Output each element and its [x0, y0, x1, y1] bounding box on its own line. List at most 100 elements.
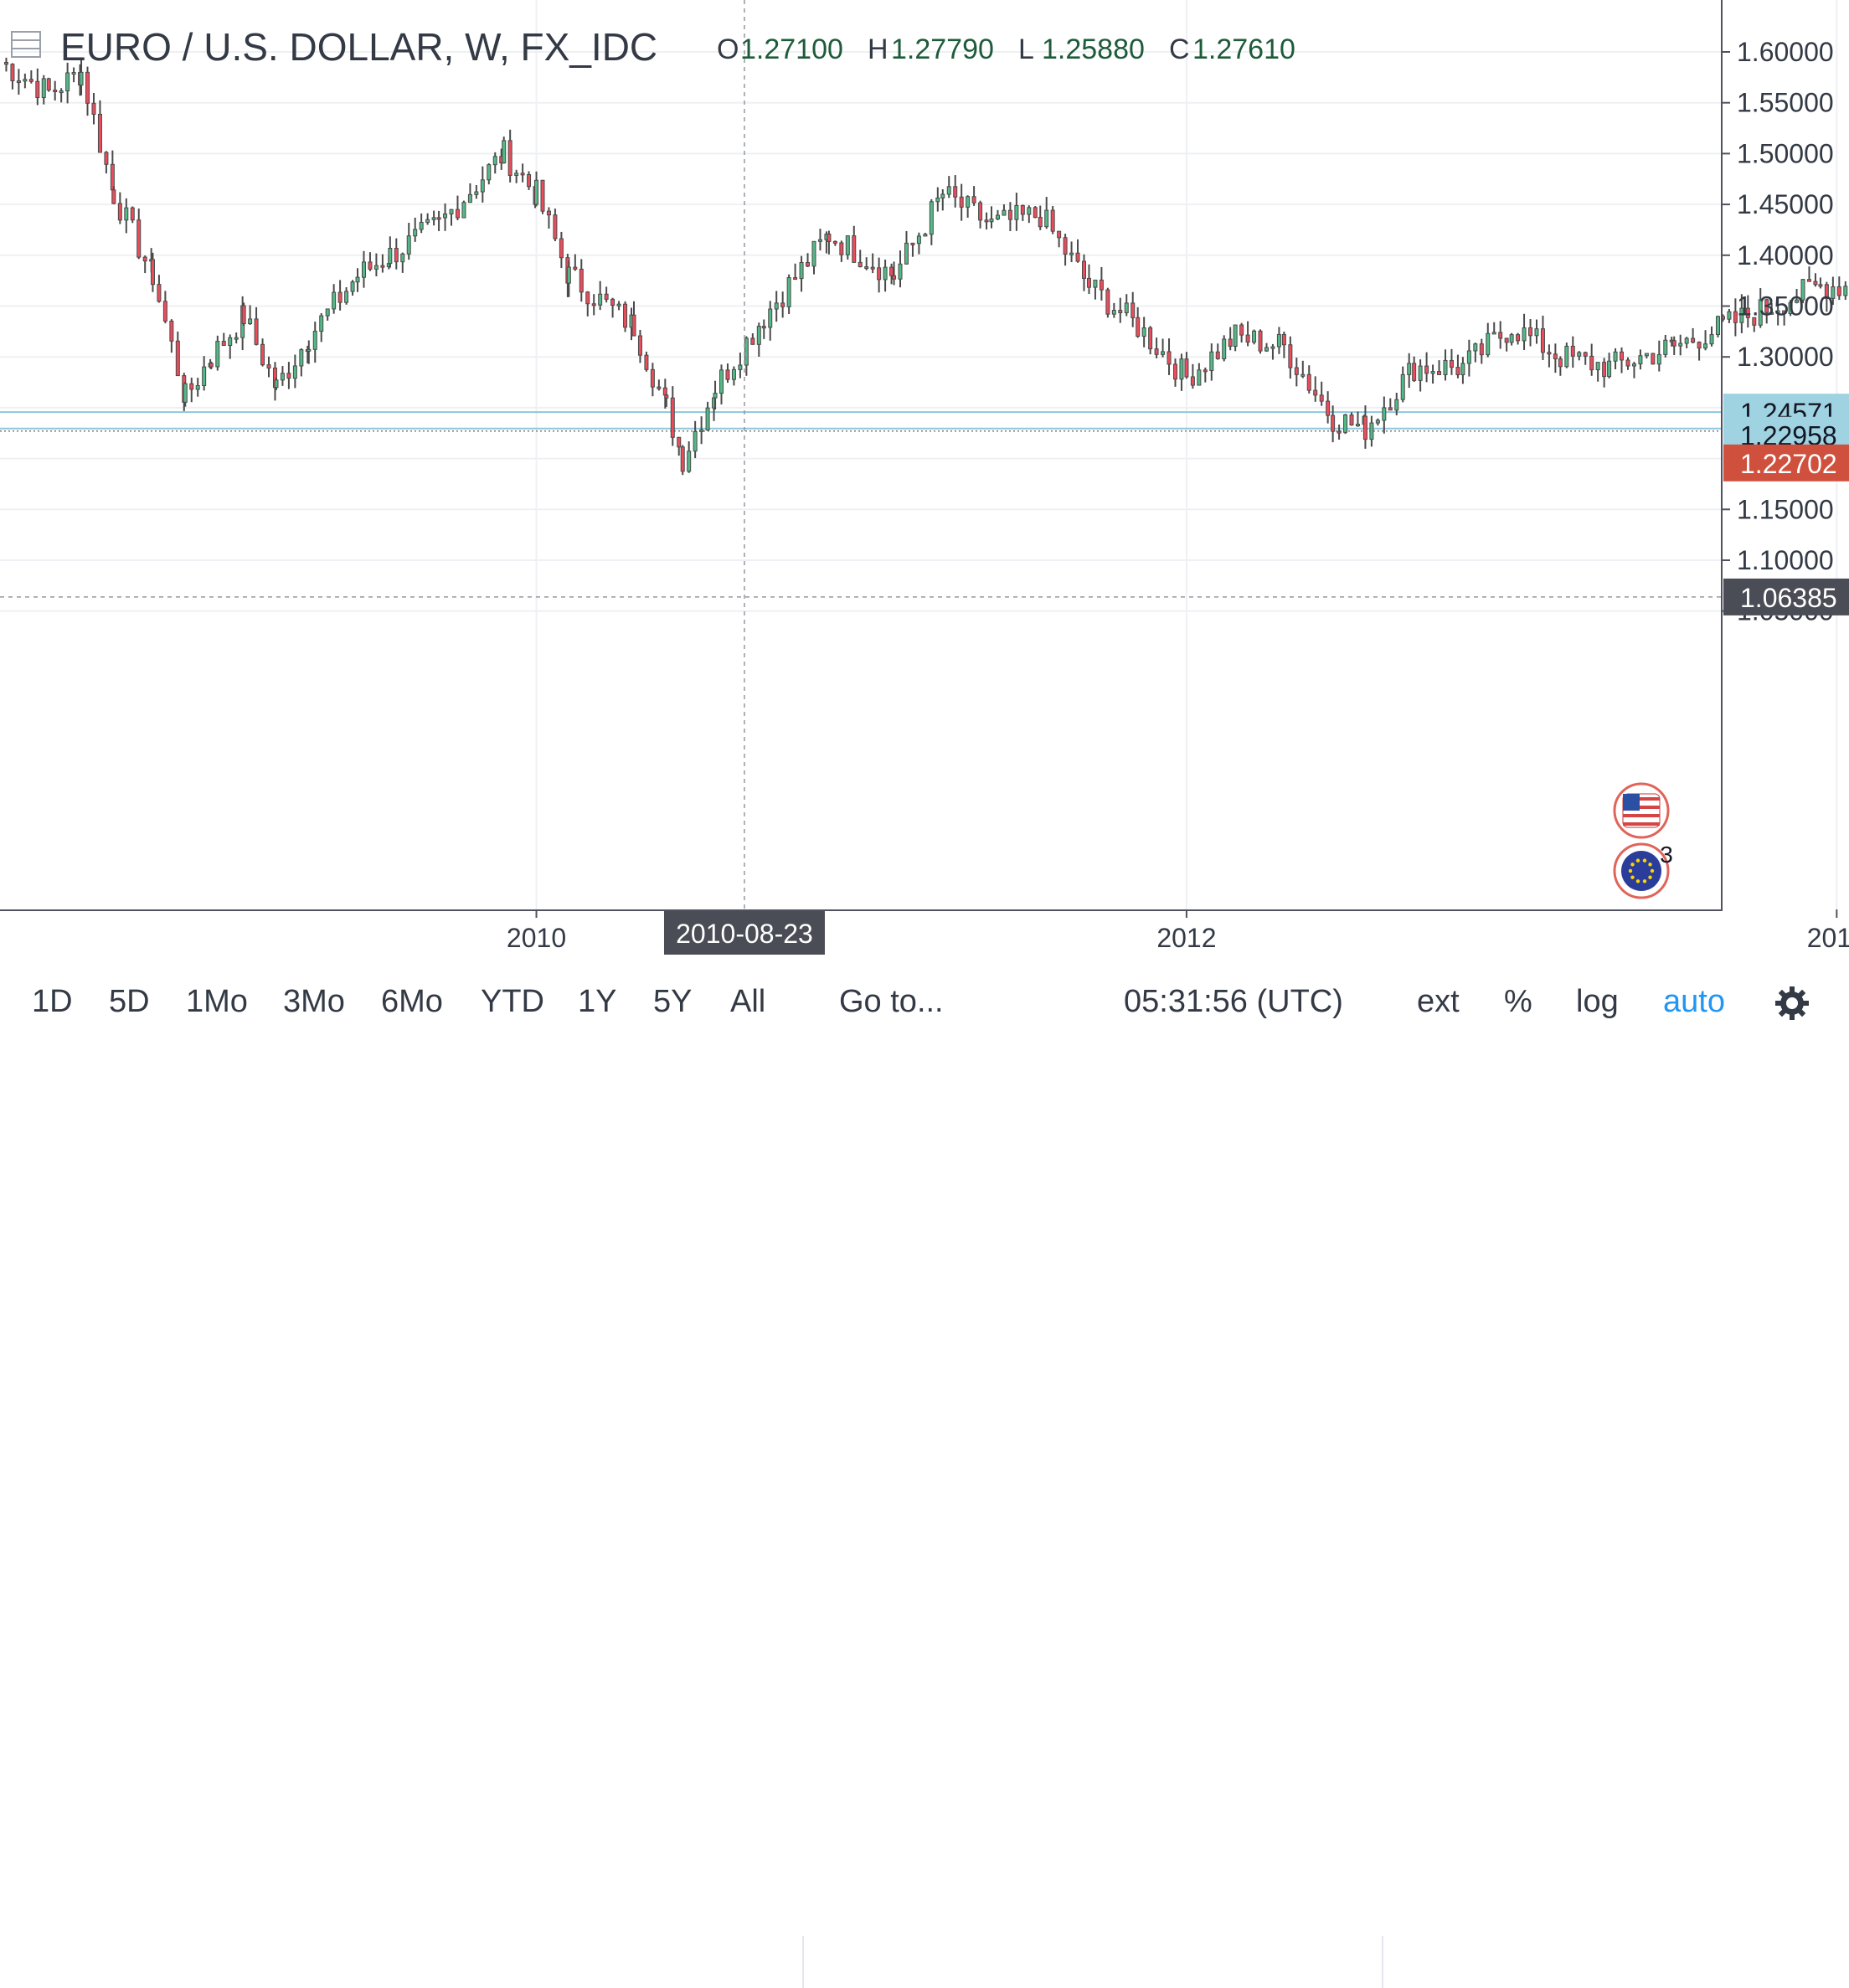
- candle: [1069, 241, 1074, 263]
- auto-scale-toggle[interactable]: auto: [1663, 984, 1725, 1019]
- price-tick-label: 1.45000: [1737, 189, 1834, 219]
- candle-body: [1715, 316, 1720, 336]
- candle-body: [1093, 279, 1098, 288]
- candle-body: [1063, 237, 1068, 255]
- candle-body: [280, 373, 285, 381]
- candle-body: [585, 291, 590, 305]
- candle-body: [1233, 324, 1238, 348]
- candle: [406, 223, 411, 260]
- range-button-1y[interactable]: 1Y: [578, 984, 617, 1019]
- candle-body: [248, 318, 253, 325]
- candle: [1027, 205, 1032, 224]
- price-tick-label: 1.40000: [1737, 240, 1834, 270]
- us-flag-stripe: [1623, 814, 1660, 817]
- candle-body: [1057, 230, 1062, 239]
- price-marker-label: 1.22702: [1740, 449, 1837, 479]
- candle-body: [254, 318, 259, 345]
- price-axis[interactable]: 1.60000 1.55000 1.50000 1.45000 1.40000 1.350…: [1722, 37, 1849, 626]
- candle-body: [234, 337, 239, 340]
- candle-body: [1281, 333, 1286, 346]
- candle-body: [514, 173, 519, 176]
- eu-flag-icon[interactable]: 3: [1613, 842, 1673, 899]
- horizontal-lines: [0, 411, 1722, 432]
- candle-body: [1099, 279, 1104, 291]
- candle: [845, 235, 850, 260]
- candle: [1418, 359, 1423, 392]
- candle: [527, 171, 532, 190]
- economic-events[interactable]: 3: [1613, 782, 1673, 899]
- candle: [142, 255, 147, 274]
- hamburger-icon[interactable]: [11, 31, 41, 58]
- candle-body: [1148, 327, 1153, 350]
- candle: [23, 73, 28, 89]
- eu-flag-star: [1648, 863, 1652, 867]
- candle: [959, 183, 964, 221]
- candle-body: [1172, 363, 1177, 380]
- candle: [1473, 342, 1478, 363]
- candle-body: [266, 364, 271, 369]
- candle-body: [806, 261, 811, 267]
- candle-body: [1498, 332, 1503, 339]
- candle-body: [1697, 342, 1702, 349]
- candle-body: [1245, 334, 1250, 343]
- candle: [1124, 294, 1129, 317]
- candle-body: [832, 240, 837, 244]
- time-axis[interactable]: 201020122014201620182010-08-23: [507, 909, 1849, 955]
- range-button-ytd[interactable]: YTD: [481, 984, 544, 1019]
- candle-body: [1528, 327, 1533, 337]
- candle-body: [744, 337, 749, 366]
- range-button-6mo[interactable]: 6Mo: [381, 984, 443, 1019]
- candle: [1430, 364, 1435, 384]
- candle-body: [892, 275, 897, 280]
- candle-body: [443, 213, 448, 219]
- gear-icon[interactable]: [1774, 985, 1810, 1022]
- candle: [373, 253, 379, 277]
- range-button-5y[interactable]: 5Y: [653, 984, 693, 1019]
- candle: [916, 232, 921, 255]
- price-marker-background: [1723, 444, 1849, 482]
- candle: [1319, 381, 1324, 406]
- extended-hours-toggle[interactable]: ext: [1417, 984, 1460, 1019]
- candle-body: [1203, 369, 1208, 373]
- candle: [368, 252, 373, 271]
- candle-body: [566, 266, 571, 284]
- candle: [591, 294, 596, 316]
- range-button-3mo[interactable]: 3Mo: [283, 984, 345, 1019]
- range-button-all[interactable]: All: [730, 984, 766, 1019]
- candle: [761, 319, 766, 339]
- candle: [1460, 357, 1465, 384]
- candle: [540, 179, 545, 214]
- candle: [221, 332, 226, 347]
- range-button-1mo[interactable]: 1Mo: [186, 984, 248, 1019]
- candle: [59, 88, 64, 103]
- price-marker-last-price-label[interactable]: 1.22702: [1723, 444, 1849, 482]
- range-button-1d[interactable]: 1D: [32, 984, 73, 1019]
- candle-body: [480, 179, 485, 193]
- price-chart[interactable]: 1.60000 1.55000 1.50000 1.45000 1.40000 1.350…: [0, 0, 1849, 1040]
- candle-body: [286, 373, 291, 379]
- log-scale-toggle[interactable]: log: [1576, 984, 1619, 1019]
- candle-body: [1184, 358, 1189, 378]
- candle: [904, 230, 909, 265]
- candle-body: [1369, 422, 1374, 440]
- utc-clock[interactable]: 05:31:56 (UTC): [1124, 984, 1343, 1019]
- price-tick-label: 1.55000: [1737, 88, 1834, 118]
- candle: [687, 441, 692, 473]
- candle: [1564, 342, 1569, 368]
- ohlc-value-o: 1.27100: [740, 33, 843, 65]
- range-button-5d[interactable]: 5D: [109, 984, 150, 1019]
- candle: [1081, 254, 1086, 291]
- candle: [1558, 356, 1563, 376]
- candle-body: [28, 79, 33, 82]
- candle-body: [631, 314, 636, 337]
- price-marker-crosshair-price-label[interactable]: 1.06385: [1723, 578, 1849, 615]
- candle: [1466, 339, 1471, 377]
- candle-body: [189, 383, 194, 390]
- us-flag-icon[interactable]: [1613, 782, 1670, 839]
- candle: [1752, 317, 1757, 332]
- goto-button[interactable]: Go to...: [839, 984, 944, 1019]
- candle-body: [492, 156, 497, 166]
- candle-body: [904, 242, 909, 265]
- percent-scale-toggle[interactable]: %: [1504, 984, 1532, 1019]
- candle: [1775, 296, 1780, 326]
